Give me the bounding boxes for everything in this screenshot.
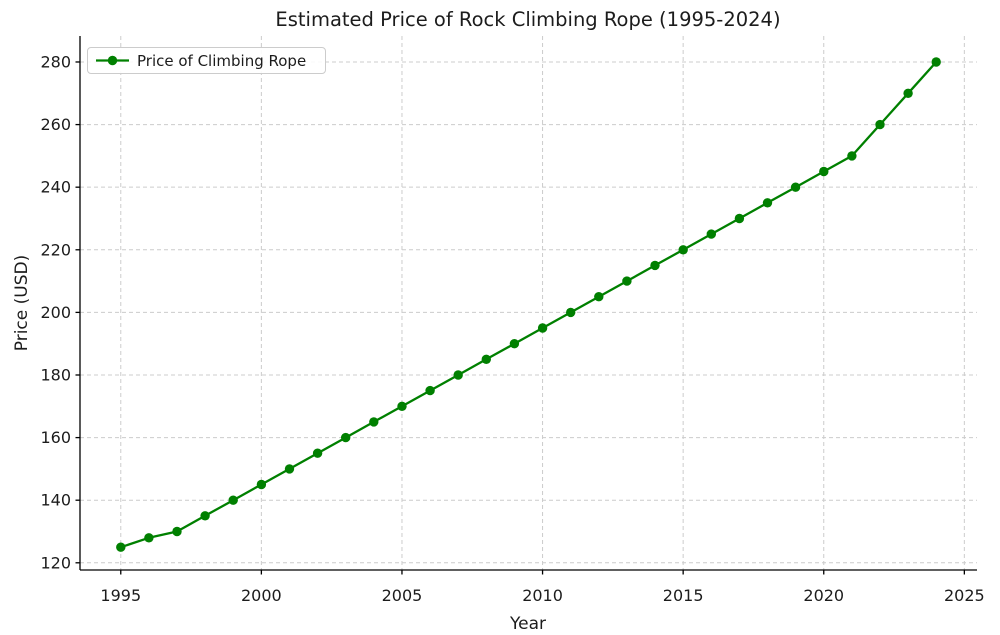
tick-labels: 1995 2000 2005 2010 2015 2020 2025 120 140 160 180… — [40, 52, 984, 605]
data-point-1999 — [228, 495, 238, 505]
chart-title: Estimated Price of Rock Climbing Rope (1… — [275, 8, 780, 31]
legend-marker-icon — [107, 55, 118, 66]
x-tick-label: 2025 — [944, 586, 985, 605]
y-tick-label: 180 — [40, 365, 71, 384]
data-point-2010 — [537, 323, 548, 333]
y-tick-label: 260 — [40, 115, 71, 134]
data-point-2013 — [622, 276, 632, 286]
tick-marks — [75, 61, 965, 575]
data-point-2014 — [650, 260, 660, 271]
y-tick-label: 200 — [40, 303, 71, 322]
y-axis-label: Price (USD) — [12, 255, 32, 351]
data-point-2020 — [819, 166, 829, 177]
data-point-2019 — [790, 182, 801, 192]
price-line — [119, 60, 938, 549]
data-point-2015 — [678, 245, 688, 255]
legend: Price of Climbing Rope — [87, 47, 326, 74]
x-axis-label: Year — [509, 614, 546, 634]
data-point-2005 — [397, 401, 407, 411]
data-point-2002 — [312, 448, 323, 458]
data-point-1998 — [200, 511, 210, 521]
y-tick-label: 140 — [40, 491, 71, 510]
x-tick-label: 2010 — [522, 586, 563, 605]
data-point-2017 — [734, 213, 745, 224]
data-point-2007 — [453, 370, 463, 380]
y-tick-label: 280 — [40, 52, 71, 71]
y-tick-label: 240 — [40, 178, 71, 197]
data-point-2003 — [341, 432, 351, 443]
data-series-layer — [116, 57, 941, 552]
data-point-2016 — [706, 229, 716, 239]
axes-spines — [79, 36, 977, 571]
legend-box — [87, 47, 326, 74]
data-point-1997 — [172, 526, 182, 537]
data-point-2008 — [481, 354, 491, 364]
data-point-2000 — [256, 479, 267, 490]
data-point-2021 — [847, 151, 857, 161]
data-point-2004 — [369, 417, 379, 427]
data-point-2023 — [903, 88, 913, 99]
y-tick-label: 220 — [40, 240, 71, 259]
data-point-2018 — [762, 198, 773, 208]
y-tick-label: 120 — [40, 553, 71, 572]
data-point-2006 — [425, 385, 435, 396]
legend-label: Price of Climbing Rope — [137, 52, 306, 70]
x-tick-label: 2000 — [241, 586, 282, 605]
x-tick-label: 2015 — [663, 586, 704, 605]
x-tick-label: 2005 — [382, 586, 423, 605]
data-point-2001 — [284, 464, 295, 474]
x-tick-label: 1995 — [100, 586, 141, 605]
y-tick-label: 160 — [40, 428, 71, 447]
data-point-2011 — [566, 307, 576, 318]
data-point-1995 — [116, 542, 126, 552]
gridlines — [80, 36, 977, 570]
data-point-2012 — [594, 292, 604, 302]
data-point-2022 — [875, 119, 885, 130]
data-point-2009 — [509, 339, 520, 349]
data-point-1996 — [144, 533, 154, 543]
x-tick-label: 2020 — [803, 586, 844, 605]
data-point-2024 — [931, 57, 941, 67]
